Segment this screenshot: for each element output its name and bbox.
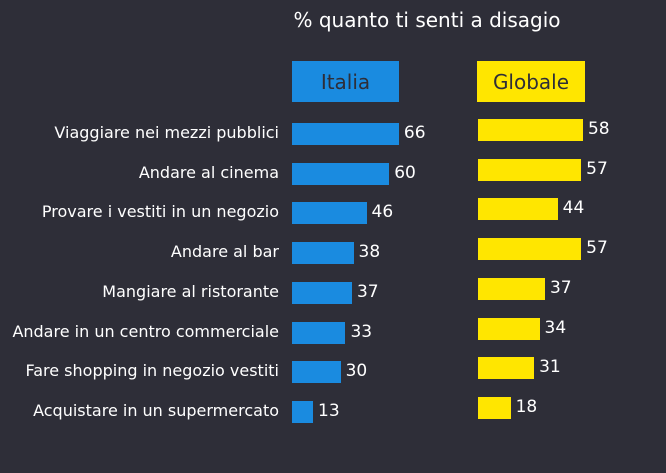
bar-globale bbox=[478, 396, 511, 419]
chart-title: % quanto ti senti a disagio bbox=[293, 8, 561, 32]
category-label: Viaggiare nei mezzi pubblici bbox=[54, 123, 279, 142]
bar-globale bbox=[478, 198, 558, 221]
data-label-italia: 37 bbox=[356, 281, 379, 302]
bar-italia bbox=[292, 361, 341, 384]
bar-italia bbox=[292, 321, 346, 344]
category-label: Mangiare al ristorante bbox=[102, 281, 279, 301]
bar-globale bbox=[478, 317, 540, 340]
bar-globale bbox=[478, 119, 583, 141]
data-label-globale: 31 bbox=[539, 357, 561, 378]
series-header-italia: Italia bbox=[292, 61, 399, 102]
data-label-globale: 18 bbox=[515, 396, 538, 417]
bar-globale bbox=[478, 158, 582, 181]
data-label-italia: 38 bbox=[358, 242, 381, 263]
category-label: Fare shopping in negozio vestiti bbox=[25, 361, 279, 381]
bar-globale bbox=[478, 357, 535, 380]
data-label-italia: 60 bbox=[394, 162, 416, 183]
category-label: Acquistare in un supermercato bbox=[33, 400, 279, 420]
bar-italia bbox=[292, 162, 390, 185]
bar-italia bbox=[292, 242, 354, 265]
data-label-italia: 30 bbox=[345, 361, 368, 382]
bar-italia bbox=[292, 123, 399, 145]
data-label-globale: 34 bbox=[544, 317, 567, 338]
category-label: Andare in un centro commerciale bbox=[12, 321, 279, 341]
data-label-globale: 58 bbox=[587, 119, 610, 139]
data-label-globale: 57 bbox=[586, 158, 608, 179]
data-label-italia: 66 bbox=[403, 123, 426, 143]
data-label-italia: 13 bbox=[318, 400, 340, 421]
data-label-globale: 37 bbox=[549, 277, 572, 298]
bar-globale bbox=[478, 277, 545, 300]
data-label-globale: 44 bbox=[562, 198, 585, 219]
bar-globale bbox=[478, 238, 582, 261]
bar-italia bbox=[292, 281, 352, 304]
bar-italia bbox=[292, 202, 367, 225]
category-label: Provare i vestiti in un negozio bbox=[41, 202, 279, 222]
bar-italia bbox=[292, 400, 314, 423]
data-label-globale: 57 bbox=[586, 238, 608, 259]
category-label: Andare al bar bbox=[170, 242, 279, 262]
series-header-globale: Globale bbox=[477, 61, 585, 102]
data-label-italia: 33 bbox=[350, 321, 373, 342]
category-label: Andare al cinema bbox=[138, 162, 279, 182]
data-label-italia: 46 bbox=[371, 202, 394, 223]
